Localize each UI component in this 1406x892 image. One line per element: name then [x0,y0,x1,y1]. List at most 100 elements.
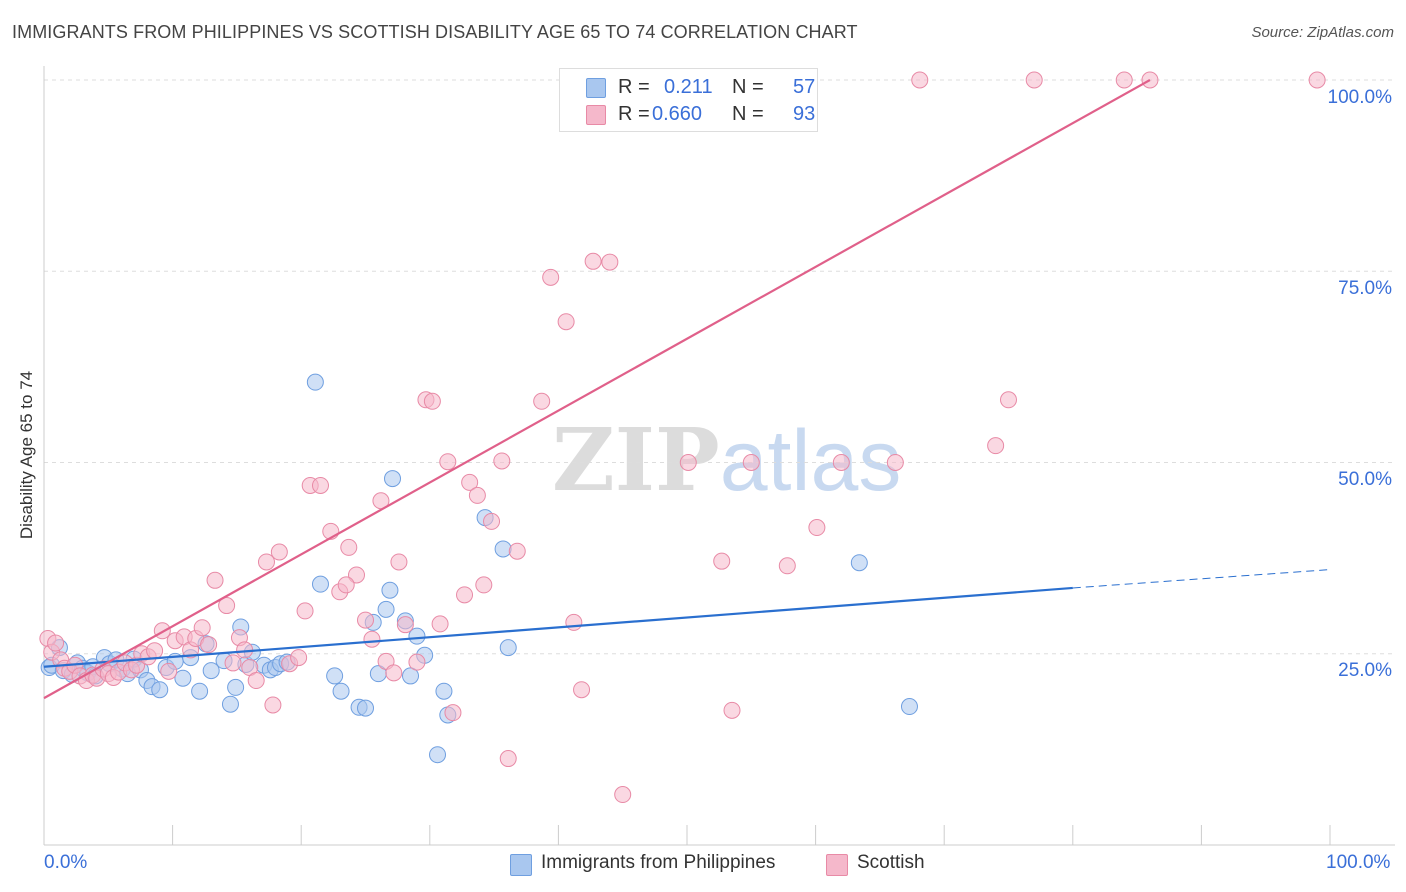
scottish-point [423,392,441,410]
scottish-point [573,681,591,699]
philippines-point [850,554,868,572]
n-value: 57 [793,76,816,98]
scottish-point [1115,71,1133,89]
scottish-point [290,649,308,667]
watermark: ZIPatlas [552,410,902,511]
scottish-point [911,71,929,89]
scottish-point [340,538,358,556]
scottish-point [160,662,178,680]
x-tick-label-max: 100.0% [1326,852,1391,873]
scottish-point [193,619,211,637]
scottish-point [47,634,65,652]
scottish-trend-line [43,79,1151,700]
n-label: N = [732,76,764,98]
scottish-point [396,616,414,634]
scottish-point [533,392,551,410]
source-credit: Source: ZipAtlas.com [1251,24,1394,41]
n-value: 93 [793,103,816,125]
scottish-point [456,586,474,604]
n-label: N = [732,103,764,125]
scottish-point [1000,391,1017,409]
scottish-point [832,454,850,471]
scottish-point [200,636,218,654]
stats-legend: R = 0.211 N = 57 R = 0.660 N = 93 [559,68,818,132]
philippines-point [326,667,344,685]
chart-title: IMMIGRANTS FROM PHILIPPINES VS SCOTTISH … [12,22,858,42]
y-tick-label-50: 50.0% [1338,469,1392,490]
philippines-point [377,600,395,618]
scottish-point [1025,71,1043,89]
philippines-trend-extension [1072,569,1331,589]
scottish-point [493,452,511,470]
scottish-point [557,313,575,331]
scottish-swatch [586,105,606,125]
scottish-point [385,664,403,682]
scottish-point [499,750,517,768]
scottish-point [1308,71,1326,89]
y-tick-label-75: 75.0% [1338,278,1392,299]
philippines-trend-line [43,586,1073,668]
scottish-point [390,553,408,571]
scottish-point [444,704,462,722]
scottish-point [408,653,426,671]
philippines-point [402,667,420,685]
scottish-point [987,437,1005,455]
scottish-point [337,576,355,594]
scottish-point [565,613,583,631]
scottish-point [218,597,236,615]
r-value: 0.211 [664,76,713,98]
scottish-point [475,576,493,594]
scottish-point [357,611,374,629]
philippines-point [151,681,169,699]
philippines-point [408,627,426,645]
scottish-point [431,615,449,633]
r-value: 0.660 [652,103,703,125]
scottish-point [146,642,164,660]
scottish-point [483,512,501,530]
scottish-point [363,630,381,648]
scottish-point [270,543,288,561]
scottish-point [778,557,796,575]
y-tick-label-100: 100.0% [1327,87,1392,108]
scottish-point [679,454,697,471]
scottish-point [264,696,282,714]
legend-label: Scottish [857,852,925,873]
scottish-point [542,268,560,286]
scottish-point [468,486,486,504]
philippines-point [429,746,447,764]
philippines-point [227,678,245,696]
philippines-point [357,699,374,717]
philippines-point [174,669,192,687]
scottish-point [508,542,526,560]
scottish-point [614,786,632,804]
philippines-point [311,575,329,593]
philippines-point [202,662,220,680]
philippines-legend-swatch [510,854,532,876]
scottish-point [257,553,275,571]
scottish-point [601,253,619,271]
philippines-swatch [586,78,606,98]
scottish-point [742,454,760,471]
scottish-point [247,672,265,690]
philippines-point [332,682,350,700]
scottish-point [224,654,242,672]
philippines-point [221,695,239,713]
philippines-point [494,540,512,558]
philippines-point [381,581,399,599]
scottish-legend-swatch [826,854,848,876]
philippines-point [435,682,453,700]
r-label: R = [618,103,650,125]
legend-label: Immigrants from Philippines [541,852,776,873]
y-axis-label: Disability Age 65 to 74 [17,370,36,540]
philippines-point [306,373,324,391]
x-tick-label-min: 0.0% [44,852,88,873]
philippines-point [384,470,402,488]
philippines-point [191,682,209,700]
y-tick-label-25: 25.0% [1338,660,1392,681]
scottish-point [808,519,826,537]
scottish-point [886,454,904,471]
scottish-point [584,252,602,270]
scottish-point [296,602,314,620]
scottish-point [311,476,329,494]
